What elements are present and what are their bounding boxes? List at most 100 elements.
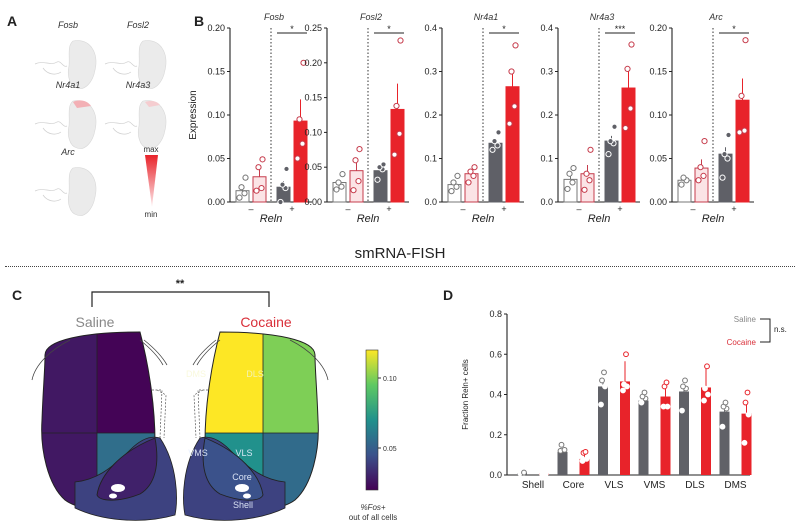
y-tick-label: 0.4 — [540, 23, 553, 33]
map-gene-label: Arc — [60, 147, 75, 157]
significance-stars: * — [290, 24, 294, 34]
map-gene-label: Nr4a3 — [126, 80, 151, 90]
data-point — [702, 385, 708, 392]
data-point — [628, 41, 635, 48]
data-point — [744, 389, 751, 396]
data-point — [471, 164, 478, 171]
data-point — [679, 407, 685, 414]
y-tick-label: 0.10 — [649, 110, 667, 120]
data-point — [664, 403, 671, 410]
region-label-vls: VLS — [235, 448, 252, 458]
significance-stars: * — [387, 24, 391, 34]
data-point — [622, 124, 629, 132]
chart-nr4a3: Nr4a3 0.0 0.1 0.2 0.3 0.4 *** – + Reln — [540, 12, 640, 225]
data-point — [448, 188, 455, 195]
bar — [557, 451, 568, 475]
bar-group — [349, 146, 364, 203]
data-point — [453, 183, 460, 190]
x-tick-label: + — [617, 204, 622, 214]
bar — [735, 99, 750, 203]
data-point — [599, 377, 605, 384]
data-point — [339, 171, 346, 178]
data-point — [605, 151, 612, 158]
chart-arc: Arc 0.00 0.05 0.10 0.15 0.20 * – + Reln — [649, 12, 754, 225]
significance-stars: * — [732, 24, 736, 34]
x-tick-label: – — [576, 204, 581, 214]
data-point — [624, 65, 631, 72]
data-point — [491, 138, 498, 145]
bar-group — [505, 42, 520, 203]
x-tick-label: – — [248, 204, 253, 214]
data-point — [333, 186, 340, 193]
data-point — [742, 399, 749, 406]
data-point — [258, 184, 265, 192]
data-point — [583, 456, 590, 462]
colorbar-tick-label: 0.05 — [383, 446, 397, 453]
x-axis-label: Reln — [260, 213, 283, 225]
brain-map-fosl2 — [104, 40, 167, 89]
region-core — [202, 437, 264, 501]
data-point — [561, 446, 568, 453]
y-tick-label: 0.2 — [489, 430, 502, 440]
data-point — [598, 401, 604, 408]
brain-outline — [67, 40, 97, 89]
data-point — [508, 68, 515, 75]
bar-group — [563, 164, 578, 203]
bar-group — [580, 146, 595, 203]
data-point — [300, 59, 307, 66]
y-tick-label: 0.00 — [649, 197, 667, 207]
data-point — [495, 129, 502, 136]
bar — [235, 190, 250, 203]
x-tick-label: Core — [563, 480, 585, 491]
data-point — [663, 379, 670, 386]
y-tick-label: 0.25 — [304, 23, 322, 33]
data-point — [511, 103, 518, 110]
data-point — [701, 138, 708, 145]
y-tick-label: 0.3 — [540, 67, 553, 77]
panel-c-letter: C — [12, 287, 23, 303]
data-point — [512, 42, 519, 49]
colorbar-label: %Fos+ — [360, 503, 385, 512]
bar — [373, 170, 388, 203]
y-tick-label: 0.10 — [304, 127, 322, 137]
y-tick-label: 0.6 — [489, 349, 502, 359]
brain-outline — [137, 100, 167, 149]
y-tick-label: 0.05 — [207, 154, 225, 164]
data-point — [705, 391, 711, 398]
ventricle-line — [152, 389, 167, 439]
data-point — [259, 156, 266, 163]
category-vms: VMS — [638, 379, 671, 491]
data-point — [704, 363, 710, 370]
panel-c-heatmap: ** Saline Cocaine DMS DLS VMS VLS Core Shell 0.10… — [31, 278, 397, 522]
legend-cocaine: Cocaine — [727, 338, 757, 347]
brain-map-arc — [34, 167, 97, 216]
chart-title: Nr4a3 — [590, 12, 615, 22]
bar-group — [293, 59, 308, 203]
brain-fiber — [104, 61, 138, 75]
data-point — [586, 177, 593, 184]
significance-bracket — [91, 291, 270, 307]
x-tick-label: + — [289, 204, 294, 214]
x-tick-label: VMS — [644, 480, 666, 491]
data-point — [725, 131, 732, 139]
region-dms — [41, 332, 97, 433]
data-point — [253, 187, 260, 194]
data-point — [678, 181, 685, 188]
bar-group — [694, 138, 709, 203]
y-tick-label: 0.20 — [304, 58, 322, 68]
data-point — [701, 397, 707, 404]
legend-bracket — [760, 318, 771, 343]
y-axis-label: Fraction Reln+ cells — [461, 359, 470, 429]
data-point — [397, 37, 404, 44]
data-point — [587, 146, 594, 153]
data-point — [450, 179, 457, 186]
map-gene-label: Nr4a1 — [56, 80, 81, 90]
chart-title: Fosl2 — [360, 12, 382, 22]
corpus-callosum — [139, 339, 168, 366]
anterior-commissure — [235, 484, 249, 492]
data-point — [623, 351, 629, 358]
anterior-commissure — [109, 493, 117, 499]
panel-a-expression-maps: Fosb Fosl2 Nr4a1 Nr4a3 Arc max min — [34, 20, 167, 219]
data-point — [569, 179, 576, 186]
region-border — [205, 332, 319, 434]
